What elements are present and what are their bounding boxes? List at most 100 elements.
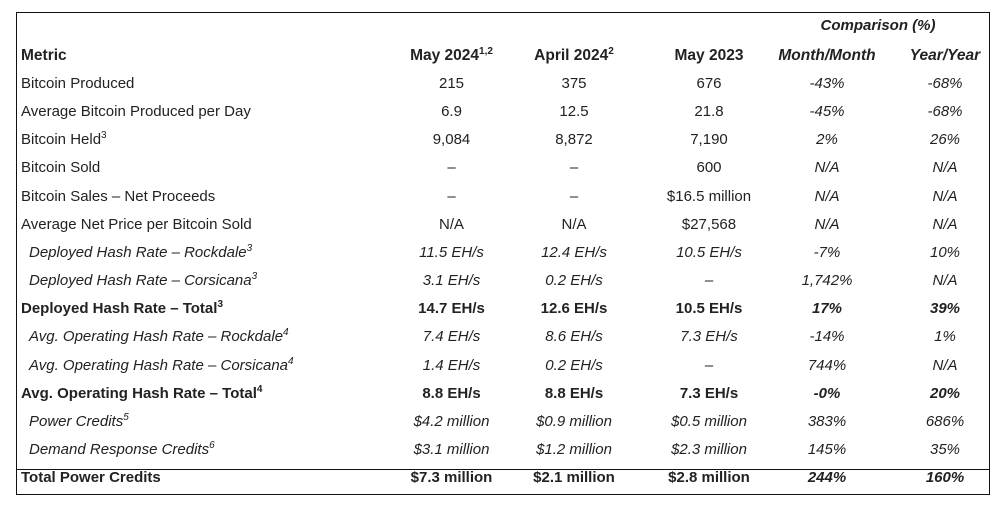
cell-april-2024: $0.9 million xyxy=(536,412,612,430)
cell-month-month: N/A xyxy=(814,159,840,177)
cell-may-2023: $27,568 xyxy=(681,215,737,233)
metric-cell: Total Power Credits xyxy=(21,464,161,492)
cell-april-2024: – xyxy=(569,187,579,205)
cell-may-2024: – xyxy=(447,159,456,177)
metric-label: Avg. Operating Hash Rate – Rockdale xyxy=(29,328,284,346)
footnote-marker: 4 xyxy=(288,355,294,367)
metric-label: Demand Response Credits xyxy=(29,440,210,458)
cell-april-2024: 0.2 EH/s xyxy=(545,272,603,290)
metric-label: Deployed Hash Rate – Corsicana xyxy=(29,272,252,290)
col-april-2024-header: April 20242 xyxy=(509,42,639,70)
cell-may-2024: 8.8 EH/s xyxy=(422,384,481,402)
cell-month-month: 145% xyxy=(807,440,847,458)
total-row-divider xyxy=(17,469,989,470)
cell-year-year: N/A xyxy=(932,272,958,290)
cell-may-2023: 10.5 EH/s xyxy=(675,300,743,318)
cell-may-2024: $4.2 million xyxy=(413,412,490,430)
cell-year-year: 686% xyxy=(925,412,965,430)
cell-month-month: -43% xyxy=(809,75,845,92)
table-row: Demand Response Credits6 $3.1 million $1.2… xyxy=(17,436,989,464)
table-row: Bitcoin Sold – – 600 N/A N/A xyxy=(17,154,989,182)
table-row: Avg. Operating Hash Rate – Corsicana4 1.4… xyxy=(17,352,989,380)
table-row: Average Net Price per Bitcoin Sold N/A N/A… xyxy=(17,211,989,239)
metric-label: Average Bitcoin Produced per Day xyxy=(21,103,251,121)
table-row: Avg. Operating Hash Rate – Total4 8.8 EH/… xyxy=(17,380,989,408)
footnote-marker: 3 xyxy=(217,299,223,311)
table-row: Bitcoin Held3 9,084 8,872 7,190 2% 26% xyxy=(17,126,989,154)
table-row: Avg. Operating Hash Rate – Rockdale4 7.4 … xyxy=(17,323,989,351)
metric-label: Deployed Hash Rate – Rockdale xyxy=(29,243,247,261)
metric-cell: Avg. Operating Hash Rate – Corsicana4 xyxy=(29,352,294,380)
table-row: Deployed Hash Rate – Total3 14.7 EH/s 12.6… xyxy=(17,295,989,323)
cell-april-2024: 375 xyxy=(561,75,587,92)
cell-may-2023: $2.3 million xyxy=(671,440,747,458)
cell-year-year: 35% xyxy=(929,440,961,458)
metric-label: Bitcoin Held xyxy=(21,131,102,149)
cell-may-2024: 3.1 EH/s xyxy=(422,272,481,290)
metric-label: Deployed Hash Rate – Total xyxy=(21,300,218,318)
cell-year-year: N/A xyxy=(932,356,958,374)
metric-label: Bitcoin Produced xyxy=(21,75,135,92)
col-may-2023-header: May 2023 xyxy=(674,47,744,64)
cell-month-month: 2% xyxy=(816,131,838,149)
cell-month-month: N/A xyxy=(814,215,840,233)
cell-may-2024: N/A xyxy=(438,215,464,233)
metric-cell: Avg. Operating Hash Rate – Rockdale4 xyxy=(29,323,289,351)
col-april-2024-footnote: 2 xyxy=(608,46,614,57)
table-row: Power Credits5 $4.2 million $0.9 million $0… xyxy=(17,408,989,436)
metric-cell: Power Credits5 xyxy=(29,408,129,436)
table-row: Deployed Hash Rate – Rockdale3 11.5 EH/s 1… xyxy=(17,239,989,267)
cell-april-2024: 12.4 EH/s xyxy=(541,243,607,261)
cell-april-2024: – xyxy=(569,159,579,177)
cell-may-2024: 9,084 xyxy=(432,131,471,149)
col-may-2024-footnote: 1,2 xyxy=(479,46,493,57)
table-row: Average Bitcoin Produced per Day 6.9 12.5 2… xyxy=(17,98,989,126)
cell-april-2024: N/A xyxy=(561,215,587,233)
metric-cell: Bitcoin Held3 xyxy=(21,126,107,154)
cell-may-2023: 21.8 xyxy=(694,103,724,121)
cell-may-2023: 7,190 xyxy=(690,131,728,149)
cell-year-year: N/A xyxy=(932,159,958,177)
cell-month-month: -0% xyxy=(813,384,841,402)
metric-label: Bitcoin Sold xyxy=(21,159,101,177)
metric-label: Total Power Credits xyxy=(21,469,161,487)
cell-year-year: 39% xyxy=(929,300,961,318)
cell-year-year: N/A xyxy=(932,215,958,233)
cell-year-year: 10% xyxy=(929,243,961,261)
footnote-marker: 4 xyxy=(283,327,289,339)
cell-may-2023: 7.3 EH/s xyxy=(679,384,739,402)
cell-april-2024: $2.1 million xyxy=(533,469,615,487)
cell-may-2024: 11.5 EH/s xyxy=(419,243,484,261)
cell-may-2024: 215 xyxy=(438,75,465,92)
cell-may-2023: 7.3 EH/s xyxy=(680,328,738,346)
cell-may-2023: 676 xyxy=(696,75,722,92)
cell-month-month: 1,742% xyxy=(801,272,853,290)
cell-month-month: 17% xyxy=(811,300,843,318)
cell-month-month: 744% xyxy=(807,356,847,374)
footnote-marker: 3 xyxy=(101,130,107,142)
metric-cell: Avg. Operating Hash Rate – Total4 xyxy=(21,380,262,408)
metric-label: Avg. Operating Hash Rate – Corsicana xyxy=(29,356,289,374)
cell-april-2024: $1.2 million xyxy=(536,440,612,458)
cell-year-year: 1% xyxy=(934,328,956,346)
cell-april-2024: 12.5 xyxy=(559,103,589,121)
cell-may-2023: $2.8 million xyxy=(668,469,750,487)
cell-month-month: -45% xyxy=(809,103,845,121)
cell-may-2024: 1.4 EH/s xyxy=(422,356,481,374)
metric-cell: Deployed Hash Rate – Rockdale3 xyxy=(29,239,252,267)
cell-april-2024: 8.6 EH/s xyxy=(545,328,603,346)
cell-may-2023: – xyxy=(704,356,714,374)
table-row: Bitcoin Sales – Net Proceeds – – $16.5 mill… xyxy=(17,183,989,211)
cell-may-2023: 10.5 EH/s xyxy=(676,243,742,261)
col-may-2024-label: May 2024 xyxy=(410,47,480,64)
cell-year-year: 20% xyxy=(929,384,961,402)
metric-cell: Average Bitcoin Produced per Day xyxy=(21,98,251,126)
cell-month-month: N/A xyxy=(814,187,840,205)
cell-may-2024: – xyxy=(447,187,456,205)
metric-cell: Deployed Hash Rate – Corsicana3 xyxy=(29,267,257,295)
col-year-year-header: Year/Year xyxy=(909,47,981,64)
metric-label: Avg. Operating Hash Rate – Total xyxy=(21,384,257,402)
metric-header: Metric xyxy=(21,47,67,64)
metric-cell: Bitcoin Sold xyxy=(21,154,100,182)
cell-month-month: 244% xyxy=(807,469,847,487)
